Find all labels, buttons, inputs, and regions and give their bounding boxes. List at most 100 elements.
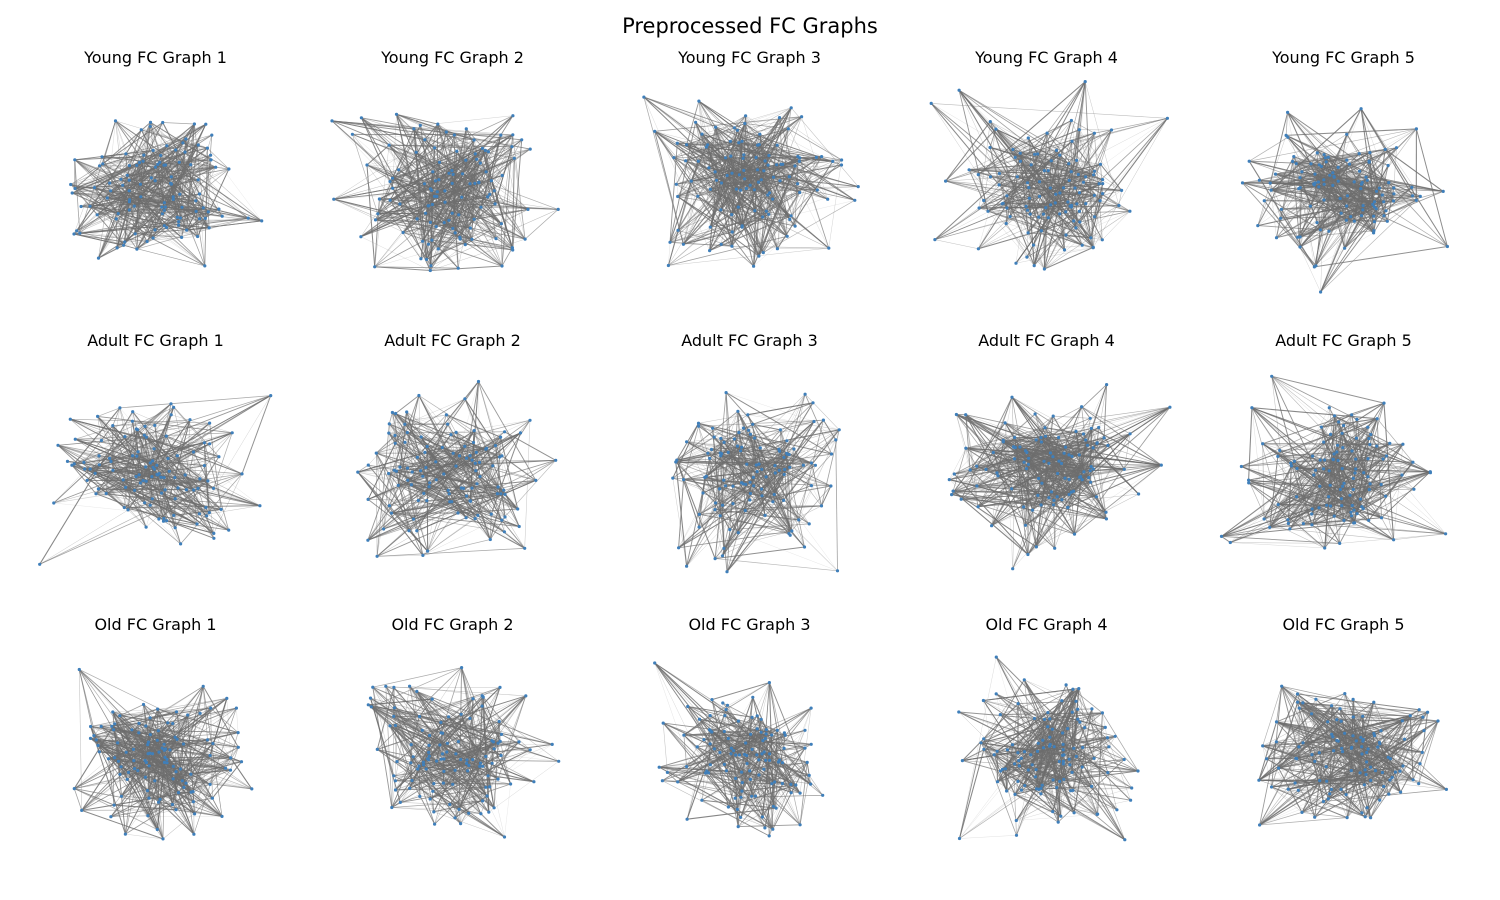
graph-node: [433, 179, 438, 183]
graph-edge: [1073, 220, 1094, 248]
graph-node: [1091, 245, 1095, 249]
graph-edge: [1327, 156, 1362, 189]
graph-edge: [995, 128, 1061, 194]
graph-node: [1365, 178, 1369, 182]
graph-edge: [1014, 157, 1083, 246]
graph-edge: [1353, 149, 1386, 183]
graph-edge: [698, 100, 755, 190]
graph-edge: [431, 239, 439, 250]
graph-edge: [677, 142, 798, 185]
graph-node: [427, 204, 431, 208]
graph-edge: [424, 448, 486, 453]
graph-node: [453, 231, 457, 235]
graph-node: [394, 469, 398, 473]
graph-edge: [352, 134, 503, 267]
graph-node: [374, 451, 378, 455]
graph-node: [394, 112, 399, 116]
network-graph: [1240, 107, 1449, 294]
graph-node: [1046, 216, 1050, 220]
graph-node: [38, 562, 42, 566]
graph-edge: [1044, 205, 1120, 270]
graph-edge: [399, 432, 457, 468]
graph-edge: [446, 414, 501, 438]
graph-node: [1036, 152, 1040, 156]
graph-node: [125, 173, 129, 177]
graph-node: [162, 516, 166, 521]
graph-node: [201, 206, 205, 210]
graph-node: [775, 143, 779, 147]
graph-node: [492, 189, 496, 193]
graph-edge: [169, 470, 186, 476]
graph-node: [88, 467, 92, 471]
graph-node: [704, 145, 708, 149]
graph-edge: [360, 117, 431, 271]
graph-edge: [721, 215, 792, 245]
graph-edge: [143, 435, 153, 499]
graph-edge: [1369, 152, 1389, 166]
graph-edge: [1039, 196, 1065, 251]
graph-edge: [406, 411, 445, 475]
graph-node: [153, 423, 157, 427]
graph-edge: [987, 210, 1067, 236]
graph-node: [675, 141, 679, 145]
graph-node: [460, 195, 464, 199]
graph-node: [1083, 80, 1087, 84]
graph-edge: [1043, 201, 1069, 215]
graph-node: [260, 219, 264, 223]
graph-node: [209, 153, 213, 157]
graph-edge: [745, 115, 799, 157]
graph-panel: Young FC Graph 4: [898, 48, 1195, 318]
graph-edge: [1269, 135, 1287, 184]
graph-edge: [695, 122, 726, 158]
graph-node: [175, 454, 179, 458]
graph-node: [177, 223, 181, 227]
graph-node: [73, 437, 77, 441]
graph-edge: [1111, 118, 1168, 131]
graph-node: [786, 127, 790, 131]
graph-node: [1331, 171, 1335, 175]
graph-node: [104, 491, 108, 496]
graph-edge: [352, 134, 501, 136]
graph-node: [88, 204, 92, 208]
graph-node: [109, 459, 113, 464]
graph-edge: [156, 474, 176, 528]
graph-node: [457, 213, 461, 217]
graph-edge: [1300, 230, 1374, 238]
graph-edge: [706, 140, 731, 148]
graph-node: [135, 454, 139, 458]
graph-edge: [773, 145, 778, 178]
graph-edge: [1094, 133, 1103, 240]
graph-node: [269, 394, 273, 398]
graph-edge: [109, 182, 174, 198]
graph-node: [1316, 180, 1320, 184]
graph-node: [1268, 181, 1272, 185]
graph-edge: [683, 226, 743, 245]
graph-node: [184, 488, 188, 492]
graph-edge: [174, 422, 210, 499]
graph-edge: [738, 123, 746, 143]
graph-node: [417, 393, 421, 398]
graph-edge: [98, 183, 111, 259]
graph-node: [1345, 132, 1349, 136]
graph-node: [511, 133, 515, 137]
graph-edge: [1299, 161, 1370, 248]
graph-edge: [153, 467, 260, 506]
graph-edge: [411, 484, 467, 497]
graph-edge: [72, 142, 184, 194]
graph-node: [1313, 181, 1317, 185]
graph-edge: [739, 161, 800, 176]
graph-edge: [686, 144, 767, 212]
graph-edge: [426, 181, 480, 260]
graph-edge: [101, 156, 144, 162]
graph-edge: [396, 114, 432, 191]
graph-node: [1274, 236, 1279, 240]
graph-edge: [389, 174, 454, 201]
graph-node: [1027, 186, 1031, 190]
graph-node: [83, 467, 87, 471]
graph-edge: [424, 183, 431, 223]
graph-edge: [74, 188, 124, 246]
panel-title: Young FC Graph 3: [678, 48, 821, 67]
graph-edge: [501, 134, 514, 267]
graph-node: [1028, 212, 1032, 216]
graph-edge: [1297, 198, 1341, 238]
